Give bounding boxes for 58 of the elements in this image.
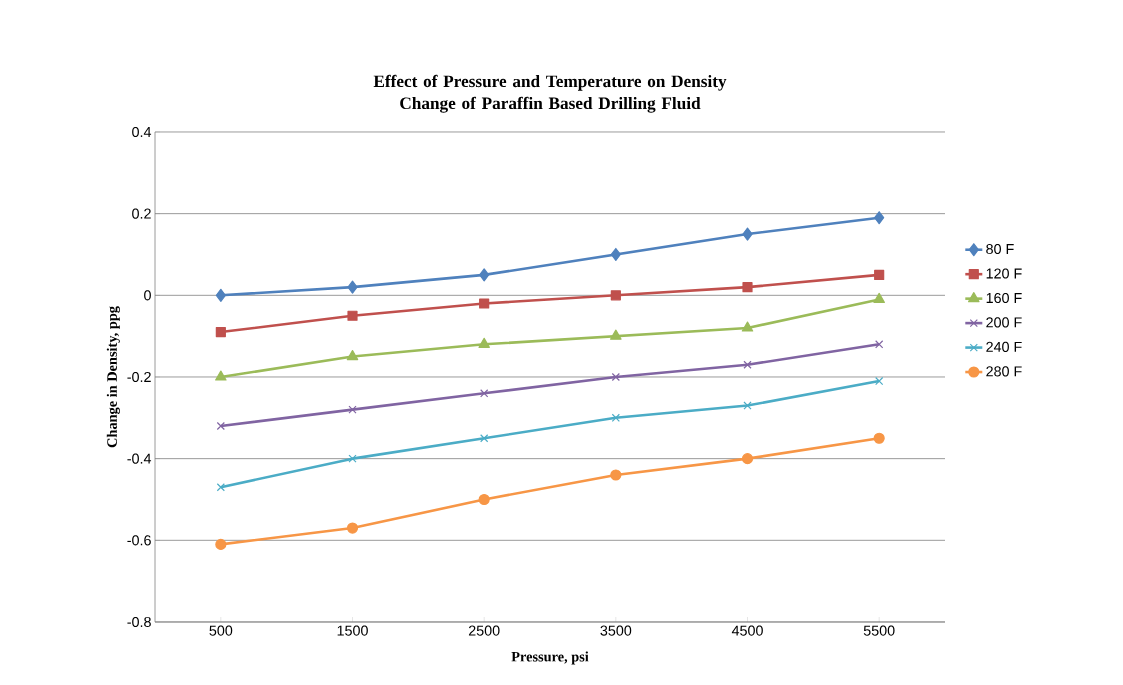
point xyxy=(743,360,752,369)
x-axis-title: Pressure, psi xyxy=(511,651,589,665)
point xyxy=(611,413,620,422)
y-tick-label: 0.4 xyxy=(132,126,152,138)
x-tick-label: 2500 xyxy=(468,625,500,636)
point xyxy=(347,310,358,321)
point xyxy=(215,538,227,550)
point xyxy=(215,326,226,338)
point xyxy=(480,434,489,443)
point xyxy=(216,483,225,492)
point xyxy=(743,401,752,410)
legend-label: 80 F xyxy=(986,243,1014,255)
point xyxy=(742,227,753,241)
legend-label: 160 F xyxy=(986,292,1022,304)
legend-label: 240 F xyxy=(986,341,1022,352)
point xyxy=(478,337,490,348)
y-tick-label: 0 xyxy=(144,290,151,301)
point xyxy=(610,329,622,340)
y-tick-label: -0.4 xyxy=(127,453,152,464)
point xyxy=(742,282,753,293)
point xyxy=(741,321,754,332)
point xyxy=(479,298,490,309)
x-tick-label: 500 xyxy=(209,625,233,636)
point xyxy=(874,211,885,225)
y-tick-label: -0.8 xyxy=(127,616,151,628)
point xyxy=(348,405,357,414)
point xyxy=(610,290,621,301)
x-tick-label: 1500 xyxy=(337,625,368,636)
legend-label: 280 F xyxy=(986,366,1022,377)
point xyxy=(479,268,490,282)
point xyxy=(216,421,225,431)
point xyxy=(346,522,359,534)
point xyxy=(610,247,621,262)
point xyxy=(215,288,226,302)
y-axis-title: Change in Density, ppg xyxy=(106,306,120,448)
y-tick-label: 0.2 xyxy=(132,208,151,219)
chart-title: Effect of Pressure and Temperature on Density Change of Paraffin Based Drilling Fluid xyxy=(373,74,727,113)
point xyxy=(215,370,227,381)
point xyxy=(478,493,490,506)
legend-label: 200 F xyxy=(986,317,1022,328)
point xyxy=(610,469,622,481)
point xyxy=(874,269,885,280)
x-tick-label: 4500 xyxy=(731,625,763,636)
point xyxy=(741,453,754,465)
point xyxy=(875,376,884,386)
x-tick-label: 5500 xyxy=(863,625,895,636)
point xyxy=(873,292,885,303)
point xyxy=(346,349,359,361)
point xyxy=(480,389,489,398)
y-tick-label: -0.2 xyxy=(127,371,151,383)
x-tick-label: 3500 xyxy=(600,625,632,636)
y-tick-label: -0.6 xyxy=(127,535,151,546)
point xyxy=(875,340,884,349)
point xyxy=(348,454,357,463)
point xyxy=(611,372,620,382)
legend-label: 120 F xyxy=(986,268,1022,279)
point xyxy=(873,432,885,444)
point xyxy=(347,280,358,294)
